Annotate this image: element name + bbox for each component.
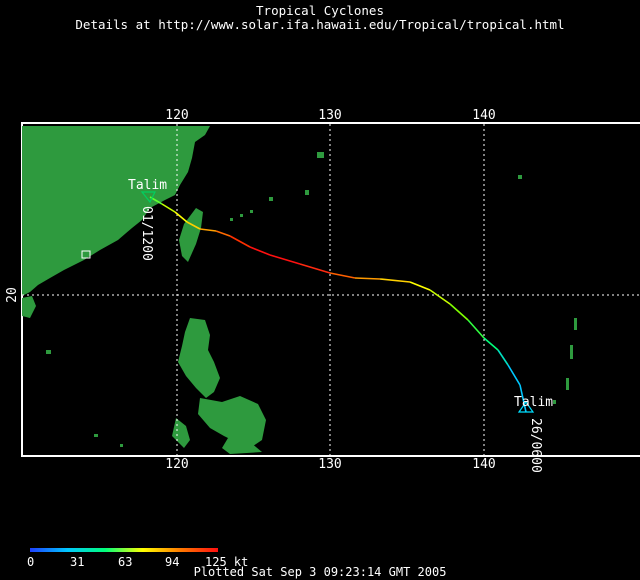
legend-tick-0: 0 [27, 555, 35, 569]
track-segment [186, 221, 201, 230]
track-segment [449, 303, 469, 321]
track-segment [269, 254, 301, 265]
track-segment [229, 235, 251, 248]
land-palawan [172, 418, 190, 448]
track-segment [409, 281, 431, 291]
land-taiwan [179, 208, 203, 262]
map-title: Tropical Cyclones [256, 3, 384, 18]
intensity-color-bar [30, 548, 218, 552]
start-marker-icon [517, 400, 535, 413]
track-segment [497, 349, 509, 366]
track-segment [161, 203, 176, 213]
tick-labels: 120 130 140 120 130 140 20 [5, 108, 496, 472]
legend-tick-63: 63 [118, 555, 133, 569]
track-segment [299, 263, 331, 274]
end-time-label: 01/1200 [139, 206, 154, 261]
legend-tick-94: 94 [165, 555, 180, 569]
legend-tick-125: 125 kt [205, 555, 249, 569]
grid-lines [22, 124, 640, 455]
track-segment [467, 319, 485, 339]
land-masses [22, 126, 577, 454]
location-box-icon [81, 250, 91, 259]
land-mindanao [222, 438, 262, 454]
land-hainan [22, 296, 36, 318]
tick-bottom-120: 120 [165, 457, 188, 472]
track-segment [429, 289, 451, 305]
track-segment [379, 278, 411, 283]
track-segment [215, 230, 231, 237]
storm-track [149, 196, 527, 413]
map-subtitle: Details at http://www.solar.ifa.hawaii.e… [75, 17, 565, 32]
track-segment [507, 364, 521, 386]
track-segment [483, 337, 499, 351]
plotted-timestamp: Plotted Sat Sep 3 09:23:14 GMT 2005 [193, 565, 447, 579]
storm-labels: Talim Talim 26/0600 01/1200 [128, 178, 553, 473]
track-segment [519, 384, 527, 413]
track-segment [174, 211, 188, 223]
land-china [22, 126, 210, 296]
track-segment [199, 228, 217, 232]
land-visayas [198, 396, 266, 448]
storm-name-end: Talim [128, 178, 167, 193]
tick-bottom-130: 130 [318, 457, 341, 472]
tick-top-120: 120 [165, 108, 188, 123]
land-luzon [178, 318, 220, 398]
storm-name-start: Talim [514, 395, 553, 410]
tick-left-20: 20 [5, 287, 20, 303]
track-segment [329, 272, 356, 279]
header: Tropical Cyclones Details at http://www.… [0, 4, 640, 32]
end-marker-icon [140, 191, 156, 204]
legend-tick-31: 31 [70, 555, 85, 569]
start-time-label: 26/0600 [528, 418, 543, 473]
tick-top-140: 140 [472, 108, 495, 123]
track-segment [249, 246, 271, 256]
tick-bottom-140: 140 [472, 457, 495, 472]
track-segment [354, 277, 381, 280]
tick-top-130: 130 [318, 108, 341, 123]
